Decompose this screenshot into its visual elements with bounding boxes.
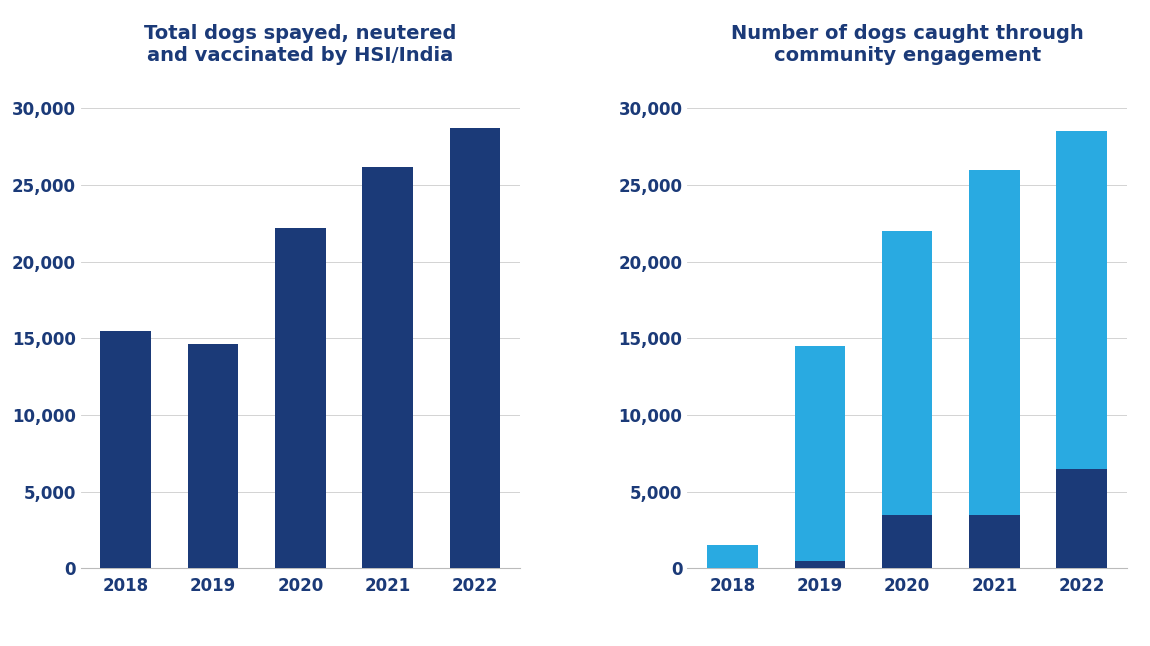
Bar [969,515,1020,568]
Bar [707,545,758,568]
Bar [882,515,933,568]
Bar [275,228,325,568]
Bar [882,231,933,515]
Title: Total dogs spayed, neutered
and vaccinated by HSI/India: Total dogs spayed, neutered and vaccinat… [144,24,457,65]
Bar [187,344,238,568]
Bar [1057,131,1107,469]
Bar [450,128,500,568]
Bar [795,561,845,568]
Bar [1057,469,1107,568]
Bar [100,331,151,568]
Bar [362,167,413,568]
Bar [795,346,845,561]
Title: Number of dogs caught through
community engagement: Number of dogs caught through community … [730,24,1083,65]
Bar [969,169,1020,515]
